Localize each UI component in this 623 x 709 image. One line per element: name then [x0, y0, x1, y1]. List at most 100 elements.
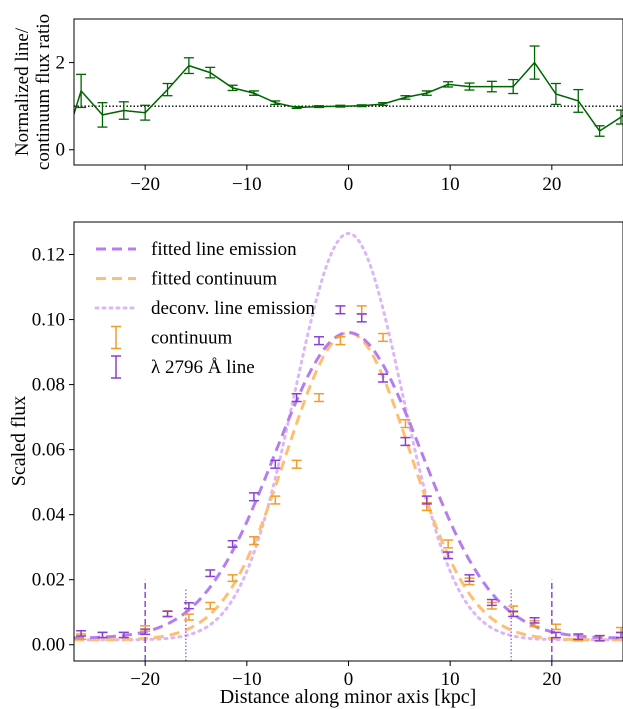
line-point — [529, 617, 540, 624]
bottom-y-tick-label: 0.12 — [32, 245, 65, 266]
continuum-point — [335, 336, 346, 346]
fitted-curves — [74, 231, 623, 642]
ratio-errorbar — [400, 95, 411, 100]
top-x-ticks: −20 −10 0 10 20 — [130, 165, 561, 195]
legend-item: fitted continuum — [96, 269, 277, 290]
bottom-y-tick-label: 0.00 — [32, 635, 65, 656]
bottom-y-label: Scaled flux — [8, 396, 30, 487]
ratio-errorbar — [594, 125, 605, 137]
ratio-errorbar — [291, 105, 302, 109]
ratio-errorbar — [378, 102, 389, 106]
line-point — [594, 634, 605, 642]
top-x-tick-label: 20 — [542, 174, 561, 195]
ratio-errorbar — [76, 73, 87, 109]
legend-label: fitted continuum — [151, 269, 277, 290]
ratio-errorbar — [248, 90, 259, 96]
legend-item: deconv. line emission — [94, 298, 315, 319]
ratio-errorbar — [550, 82, 561, 106]
continuum-point — [227, 574, 238, 583]
line-point — [248, 492, 259, 502]
ratio-errorbar — [314, 105, 325, 109]
continuum-point — [400, 418, 411, 429]
line-point — [76, 630, 87, 637]
line-point — [335, 305, 346, 315]
top-x-tick-label: −20 — [130, 174, 160, 195]
line-point — [421, 495, 432, 505]
ratio-errorbar — [183, 57, 194, 75]
continuum-point — [183, 613, 194, 621]
ratio-errorbar — [443, 81, 454, 88]
ratio-errorbar — [356, 104, 367, 108]
ratio-series — [74, 45, 623, 137]
legend-label: fitted line emission — [151, 239, 297, 260]
top-plot-frame — [73, 18, 623, 166]
ratio-errorbar — [464, 82, 475, 91]
legend-label: continuum — [151, 328, 232, 349]
continuum-point — [443, 539, 454, 549]
continuum-point — [356, 305, 367, 315]
ratio-errorbar — [486, 80, 497, 93]
top-y-label-line2: continuum flux ratio — [33, 14, 54, 170]
legend-label: λ 2796 Å line — [151, 357, 255, 378]
ratio-errorbar — [270, 100, 281, 106]
continuum-point — [270, 495, 281, 505]
legend-item: fitted line emission — [96, 239, 297, 260]
top-y-ticks: 02 — [56, 53, 74, 161]
ratio-errorbar — [508, 78, 519, 95]
continuum-point — [314, 392, 325, 403]
ratio-errorbar — [529, 45, 540, 80]
ratio-errorbar — [140, 104, 151, 121]
bottom-panel: −20 −10 0 10 20 0.00 0.02 0.04 0.06 0.08 0.10 0.12… — [8, 221, 623, 708]
continuum-point — [248, 536, 259, 546]
curve-fitted-continuum — [74, 331, 623, 642]
top-x-tick-label: 0 — [344, 174, 354, 195]
line-point — [550, 631, 561, 639]
line-point — [615, 631, 623, 639]
ratio-errorbar — [227, 84, 238, 92]
line-point — [464, 574, 475, 583]
continuum-point — [291, 459, 302, 469]
bottom-x-tick-label: −20 — [130, 669, 160, 690]
top-x-tick-label: 10 — [441, 174, 460, 195]
ratio-errorbar — [97, 102, 108, 128]
bottom-x-tick-label: −10 — [232, 669, 262, 690]
line-point — [486, 598, 497, 607]
bottom-x-tick-label: 20 — [542, 669, 561, 690]
legend-item: λ 2796 Å line — [111, 355, 255, 379]
line-point — [291, 392, 302, 403]
bottom-x-ticks: −20 −10 0 10 20 — [130, 661, 561, 690]
ratio-errorbar — [118, 101, 129, 120]
line-point — [140, 628, 151, 636]
ratio-errorbar — [421, 90, 432, 96]
line-point — [314, 336, 325, 346]
top-panel: −20 −10 0 10 20 02 Normalized line/ continuu… — [12, 14, 623, 195]
line-point — [162, 610, 173, 618]
bottom-y-ticks: 0.00 0.02 0.04 0.06 0.08 0.10 0.12 — [32, 245, 74, 656]
line-point — [118, 631, 129, 639]
line-point — [508, 610, 519, 618]
line-point — [183, 602, 194, 610]
continuum-point — [378, 332, 389, 343]
ratio-errorbar — [335, 104, 346, 108]
legend-label: deconv. line emission — [151, 298, 315, 319]
top-y-tick-label: 0 — [56, 140, 66, 161]
line-point — [227, 539, 238, 548]
bottom-y-tick-label: 0.08 — [32, 375, 65, 396]
line-point — [443, 551, 454, 560]
bottom-y-tick-label: 0.02 — [32, 570, 65, 591]
bottom-y-tick-label: 0.10 — [32, 310, 65, 331]
line-point — [356, 313, 367, 323]
line-point — [205, 569, 216, 578]
ratio-errorbar — [615, 109, 623, 125]
line-point — [400, 436, 411, 447]
line-point — [573, 633, 584, 640]
curve-fitted-line-emission — [74, 331, 623, 640]
ratio-errorbar — [573, 88, 584, 113]
vertical-markers — [144, 579, 553, 661]
ratio-errorbar — [162, 82, 173, 97]
continuum-points — [76, 305, 623, 642]
bottom-x-label: Distance along minor axis [kpc] — [220, 686, 477, 708]
ratio-errorbar — [205, 66, 216, 79]
top-y-label-line1: Normalized line/ — [12, 27, 33, 156]
